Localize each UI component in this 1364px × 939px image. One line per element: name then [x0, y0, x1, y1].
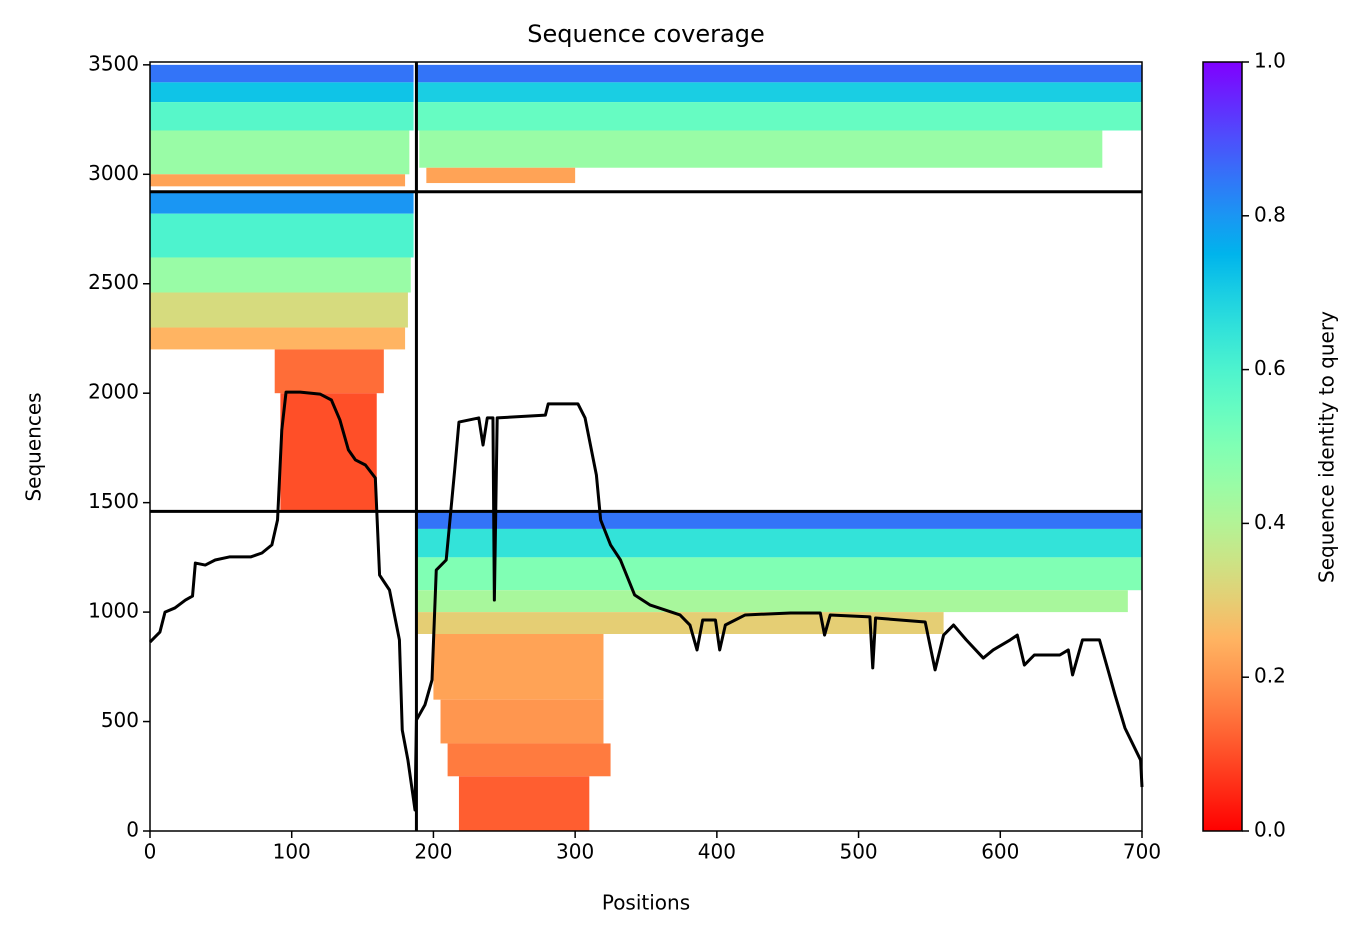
y-tick-label: 3500 — [88, 51, 139, 75]
y-axis-label: Sequences — [22, 392, 46, 501]
coverage-block — [416, 557, 1142, 591]
x-tick-label: 600 — [981, 840, 1019, 864]
colorbar — [1202, 61, 1243, 832]
coverage-block — [150, 292, 408, 328]
y-tick-label: 2000 — [88, 380, 139, 404]
coverage-block — [150, 82, 414, 103]
coverage-block — [150, 174, 406, 187]
coverage-block — [150, 130, 410, 175]
coverage-block — [416, 528, 1142, 558]
coverage-block — [274, 349, 384, 394]
coverage-block — [416, 511, 1142, 529]
x-tick-label: 300 — [556, 840, 594, 864]
coverage-block — [150, 102, 414, 131]
plot-frame — [149, 61, 1143, 832]
coverage-line — [148, 390, 1144, 812]
coverage-block — [150, 213, 414, 258]
chart-title: Sequence coverage — [527, 20, 764, 48]
x-axis-label: Positions — [602, 891, 690, 915]
y-tick-label: 500 — [101, 708, 139, 732]
coverage-block — [416, 82, 1142, 103]
x-tick-label: 0 — [144, 840, 157, 864]
colorbar-tick-label: 0.4 — [1254, 510, 1286, 534]
coverage-block — [150, 64, 414, 83]
x-tick-label: 200 — [414, 840, 452, 864]
coverage-block — [150, 257, 411, 293]
x-tick-label: 100 — [273, 840, 311, 864]
coverage-block — [440, 699, 604, 744]
colorbar-tick-label: 0.2 — [1254, 664, 1286, 688]
y-tick-label: 0 — [126, 818, 139, 842]
x-tick-label: 500 — [839, 840, 877, 864]
coverage-block — [447, 743, 611, 777]
coverage-block — [426, 167, 576, 184]
colorbar-label: Sequence identity to query — [1315, 311, 1339, 583]
colorbar-tick-label: 0.8 — [1254, 202, 1286, 226]
colorbar-tick-label: 0.0 — [1254, 818, 1286, 842]
coverage-block — [416, 64, 1142, 83]
y-tick-label: 1500 — [88, 489, 139, 513]
y-tick-label: 2500 — [88, 270, 139, 294]
y-tick-label: 1000 — [88, 599, 139, 623]
y-tick-label: 3000 — [88, 161, 139, 185]
coverage-block — [416, 590, 1128, 613]
coverage-block — [433, 633, 604, 700]
colorbar-tick-label: 0.6 — [1254, 356, 1286, 380]
coverage-block — [416, 612, 944, 634]
coverage-block — [280, 393, 377, 512]
x-tick-label: 700 — [1123, 840, 1161, 864]
coverage-block — [416, 102, 1142, 131]
coverage-block — [150, 191, 414, 214]
x-tick-label: 400 — [698, 840, 736, 864]
coverage-block — [458, 776, 590, 831]
coverage-block — [419, 130, 1103, 168]
colorbar-tick-label: 1.0 — [1254, 49, 1286, 73]
coverage-block — [150, 327, 406, 350]
